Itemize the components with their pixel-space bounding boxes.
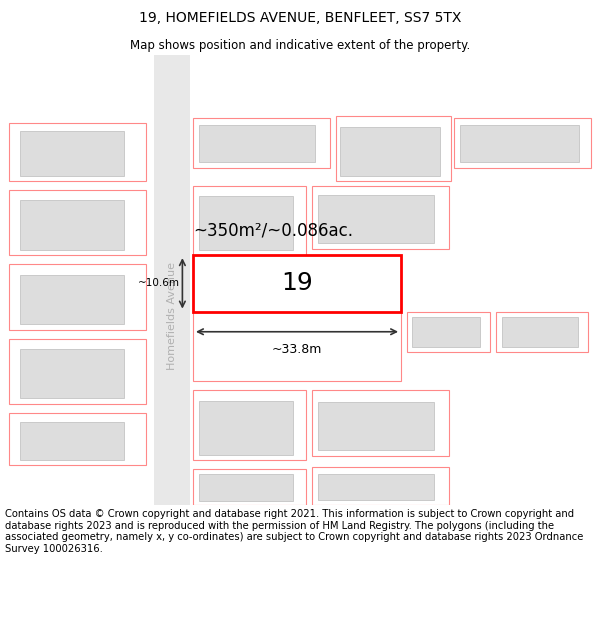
Bar xyxy=(318,474,434,499)
Bar xyxy=(199,474,293,501)
Bar xyxy=(9,412,146,464)
Bar xyxy=(199,196,293,250)
Text: Map shows position and indicative extent of the property.: Map shows position and indicative extent… xyxy=(130,39,470,51)
Bar xyxy=(193,390,306,460)
Bar xyxy=(154,55,190,505)
Bar xyxy=(460,125,579,162)
Bar xyxy=(193,469,306,505)
Bar xyxy=(20,274,124,324)
Text: ~350m²/~0.086ac.: ~350m²/~0.086ac. xyxy=(193,221,353,239)
Bar xyxy=(20,201,124,250)
Bar xyxy=(407,311,490,352)
Text: Homefields Avenue: Homefields Avenue xyxy=(167,262,177,370)
Text: Contains OS data © Crown copyright and database right 2021. This information is : Contains OS data © Crown copyright and d… xyxy=(5,509,583,554)
Text: 19, HOMEFIELDS AVENUE, BENFLEET, SS7 5TX: 19, HOMEFIELDS AVENUE, BENFLEET, SS7 5TX xyxy=(139,11,461,25)
Bar xyxy=(193,118,330,168)
Text: ~10.6m: ~10.6m xyxy=(137,278,179,288)
Bar xyxy=(318,401,434,450)
Text: ~33.8m: ~33.8m xyxy=(272,343,322,356)
Bar xyxy=(199,125,315,162)
Bar xyxy=(335,116,451,181)
Bar xyxy=(502,318,578,347)
Bar xyxy=(20,131,124,176)
Bar xyxy=(312,390,449,456)
Bar xyxy=(9,339,146,404)
Bar xyxy=(340,127,440,176)
Bar xyxy=(412,318,480,347)
Bar xyxy=(312,467,449,505)
Bar xyxy=(496,311,588,352)
Bar xyxy=(9,190,146,255)
Bar xyxy=(199,401,293,454)
Bar xyxy=(9,264,146,329)
Bar xyxy=(193,311,401,381)
Bar xyxy=(193,255,401,311)
Bar xyxy=(193,186,306,255)
Bar xyxy=(312,186,449,249)
Text: 19: 19 xyxy=(281,271,313,296)
Bar xyxy=(20,349,124,398)
Bar xyxy=(20,422,124,460)
Bar xyxy=(318,194,434,243)
Bar xyxy=(454,118,591,168)
Bar xyxy=(9,122,146,181)
